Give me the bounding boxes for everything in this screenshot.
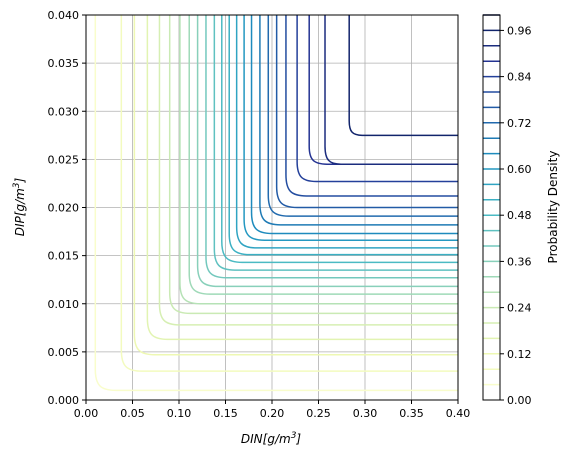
contour-line <box>146 15 458 341</box>
contour-line <box>228 15 458 256</box>
y-tick-label: 0.005 <box>48 346 80 359</box>
x-tick-label: 0.40 <box>446 407 471 420</box>
y-axis-label: DIP[g/m3] <box>12 177 27 236</box>
contour-line <box>285 15 458 197</box>
contour-line <box>235 15 458 249</box>
contour-line <box>196 15 458 288</box>
x-tick-label: 0.05 <box>120 407 145 420</box>
contour-line <box>267 15 458 217</box>
colorbar-tick-label: 0.48 <box>507 209 532 222</box>
contour-line <box>324 15 458 165</box>
x-tick-label: 0.10 <box>167 407 192 420</box>
contour-line <box>221 15 458 264</box>
y-tick-label: 0.015 <box>48 250 80 263</box>
colorbar-tick-label: 0.12 <box>507 348 532 361</box>
x-tick-label: 0.15 <box>213 407 238 420</box>
contour-line <box>120 15 458 372</box>
colorbar-ticks: 0.00 0.12 0.24 0.36 0.48 0.60 0.72 0.84 0.96 <box>500 24 532 407</box>
colorbar-tick-label: 0.84 <box>507 71 532 84</box>
contour-line <box>250 15 458 235</box>
contour-line <box>308 15 458 165</box>
y-tick-label: 0.040 <box>48 9 80 22</box>
contour-lines <box>94 15 458 392</box>
colorbar-tick-label: 0.36 <box>507 255 532 268</box>
colorbar-label: Probability Density <box>546 151 560 264</box>
contour-line <box>168 15 458 315</box>
contour-line <box>205 15 458 279</box>
y-tick-label: 0.025 <box>48 153 80 166</box>
y-tick-label: 0.020 <box>48 202 80 215</box>
x-tick-label: 0.30 <box>353 407 378 420</box>
contour-line <box>348 15 458 137</box>
x-tick-label: 0.00 <box>74 407 99 420</box>
colorbar-frame <box>482 14 501 401</box>
x-tick-label: 0.25 <box>306 407 331 420</box>
y-tick-label: 0.035 <box>48 57 80 70</box>
colorbar-tick-label: 0.72 <box>507 117 532 130</box>
colorbar-tick-label: 0.00 <box>507 394 532 407</box>
contour-line <box>133 15 458 356</box>
x-tick-label: 0.35 <box>399 407 424 420</box>
contour-line <box>275 15 458 209</box>
contour-line <box>243 15 458 241</box>
x-tick-label: 0.20 <box>260 407 285 420</box>
contour-line <box>179 15 458 305</box>
colorbar-tick-label: 0.60 <box>507 163 532 176</box>
colorbar <box>483 14 500 386</box>
contour-line <box>158 15 458 326</box>
contour-line <box>188 15 458 295</box>
contour-line <box>259 15 458 226</box>
contour-line <box>213 15 458 271</box>
colorbar-tick-label: 0.24 <box>507 302 532 315</box>
colorbar-tick-label: 0.96 <box>507 24 532 37</box>
contour-line <box>94 15 458 392</box>
y-tick-label: 0.030 <box>48 105 80 118</box>
y-axis-ticks: 0.000 0.005 0.010 0.015 0.020 0.025 0.030 0.035… <box>48 9 86 407</box>
x-axis-label: DIN[g/m3] <box>241 431 302 446</box>
y-tick-label: 0.010 <box>48 298 80 311</box>
y-tick-label: 0.000 <box>48 394 80 407</box>
x-axis-ticks: 0.00 0.05 0.10 0.15 0.20 0.25 0.30 0.35 0.40 <box>74 400 471 420</box>
contour-line <box>296 15 458 183</box>
